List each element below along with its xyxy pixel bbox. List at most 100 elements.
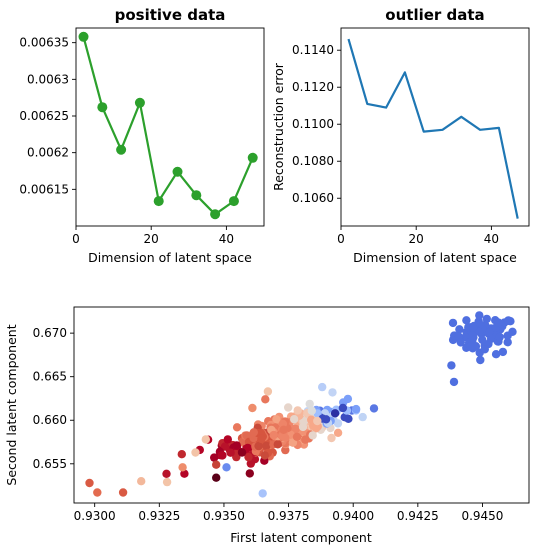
outlier-data-y-tick-label: 0.1120 xyxy=(292,80,334,94)
scatter-point xyxy=(248,403,257,413)
outlier-cluster-point xyxy=(504,316,513,325)
main-cluster-point xyxy=(281,445,290,455)
positive-data-point xyxy=(97,102,108,113)
positive-data-x-tick-label: 40 xyxy=(219,232,234,246)
outlier-cluster-point xyxy=(508,327,517,336)
positive-data-point xyxy=(228,196,239,207)
outlier-data-y-tick-label: 0.1140 xyxy=(292,43,334,57)
outlier-cluster-point xyxy=(494,318,503,327)
main-cluster-point xyxy=(305,399,314,409)
outlier-data-series-line xyxy=(347,38,519,219)
positive-data-point xyxy=(78,31,89,42)
latent-scatter-plot-frame xyxy=(73,306,530,504)
scatter-point xyxy=(261,395,270,404)
outlier-cluster-point xyxy=(466,342,475,351)
outlier-cluster-point xyxy=(475,311,484,320)
outlier-data-chart: outlier data Dimension of latent space R… xyxy=(271,6,530,265)
latent-scatter-x-axis-label: First latent component xyxy=(230,530,372,545)
main-cluster-point xyxy=(308,431,317,440)
latent-scatter-x-tick-label: 0.9375 xyxy=(268,509,310,523)
scatter-point xyxy=(338,403,348,413)
main-cluster-point xyxy=(262,441,271,451)
scatter-point xyxy=(85,478,94,488)
latent-scatter-x-tick-label: 0.9450 xyxy=(461,509,503,523)
latent-scatter-x-tick-label: 0.9350 xyxy=(203,509,245,523)
main-cluster-point xyxy=(281,433,290,442)
main-cluster-point xyxy=(269,430,278,440)
main-cluster-point xyxy=(344,414,353,423)
scatter-point xyxy=(118,488,128,497)
main-cluster-point xyxy=(162,469,171,478)
main-cluster-point xyxy=(369,404,379,413)
outlier-data-x-axis-label: Dimension of latent space xyxy=(353,250,517,265)
main-cluster-point xyxy=(232,441,241,450)
scatter-point xyxy=(258,489,267,498)
outlier-data-plot-area xyxy=(341,28,529,226)
outlier-cluster-point xyxy=(485,328,494,337)
scatter-point xyxy=(201,435,210,444)
main-cluster-point xyxy=(292,432,302,441)
outlier-cluster-point xyxy=(495,332,504,342)
scatter-point xyxy=(212,473,221,482)
outlier-data-title: outlier data xyxy=(385,6,484,24)
latent-scatter-y-tick-label: 0.655 xyxy=(33,457,67,471)
latent-scatter-y-tick-label: 0.660 xyxy=(33,413,67,427)
main-cluster-point xyxy=(288,438,298,447)
main-cluster-point xyxy=(321,415,331,424)
outlier-cluster-point xyxy=(476,355,485,365)
main-cluster-point xyxy=(301,435,310,444)
main-cluster-point xyxy=(313,416,322,426)
positive-data-plot-frame xyxy=(75,27,265,227)
main-cluster-point xyxy=(290,415,299,424)
main-cluster-point xyxy=(358,412,367,422)
main-cluster-point xyxy=(333,428,343,437)
outlier-cluster-point xyxy=(468,323,478,332)
outlier-cluster-point xyxy=(491,350,501,359)
main-cluster-point xyxy=(279,425,288,434)
scatter-point xyxy=(222,463,231,472)
main-cluster-point xyxy=(312,423,321,433)
main-cluster-point xyxy=(293,406,302,415)
positive-data-point xyxy=(116,144,127,155)
latent-scatter-y-tick-label: 0.670 xyxy=(33,326,67,340)
scatter-point xyxy=(191,448,200,457)
main-cluster-point xyxy=(254,441,263,451)
positive-data-x-axis-label: Dimension of latent space xyxy=(88,250,252,265)
outlier-cluster-point xyxy=(456,338,465,347)
outlier-cluster-point xyxy=(480,345,489,354)
main-cluster-point xyxy=(298,422,308,432)
latent-scatter-y-tick-label: 0.665 xyxy=(33,370,67,384)
positive-data-y-tick-label: 0.00635 xyxy=(19,36,69,50)
outlier-cluster-point xyxy=(478,335,487,344)
positive-data-plot-area xyxy=(76,28,264,226)
positive-data-y-tick-label: 0.0062 xyxy=(27,146,69,160)
outlier-data-y-tick-label: 0.1080 xyxy=(292,154,334,168)
positive-data-y-tick-label: 0.00625 xyxy=(19,109,69,123)
scatter-point xyxy=(162,477,172,487)
main-cluster-point xyxy=(223,435,232,444)
main-cluster-point xyxy=(284,403,293,412)
main-cluster-point xyxy=(249,428,258,437)
scatter-point xyxy=(93,488,102,497)
outlier-cluster-point xyxy=(498,347,508,357)
latent-scatter-chart: First latent component Second latent com… xyxy=(4,306,530,545)
main-cluster-point xyxy=(218,451,227,460)
positive-data-point xyxy=(191,190,202,201)
main-cluster-point xyxy=(327,433,336,443)
main-cluster-point xyxy=(351,404,361,414)
main-cluster-point xyxy=(260,451,269,460)
main-cluster-point xyxy=(177,450,186,459)
scatter-point xyxy=(318,382,327,392)
outlier-data-plot-frame xyxy=(340,27,530,227)
main-cluster-point xyxy=(246,459,255,468)
main-cluster-point xyxy=(244,452,253,462)
positive-data-y-tick-label: 0.00615 xyxy=(19,182,69,196)
positive-data-series-line xyxy=(82,36,254,216)
positive-data-point xyxy=(134,97,145,108)
main-cluster-point xyxy=(226,448,235,457)
latent-scatter-x-tick-label: 0.9400 xyxy=(332,509,374,523)
scatter-point xyxy=(307,406,316,415)
outlier-data-y-axis-label: Reconstruction error xyxy=(271,62,286,191)
outlier-cluster-point xyxy=(468,331,477,340)
